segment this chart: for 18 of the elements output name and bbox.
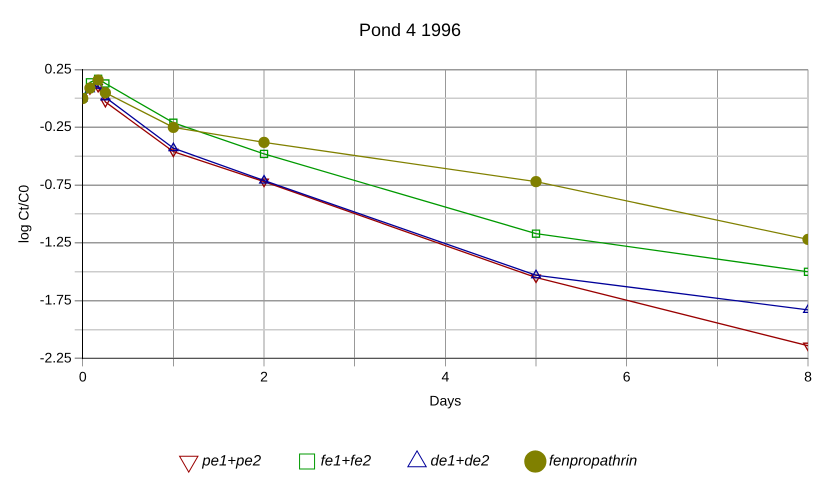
y-tick-label: -2.25 bbox=[40, 349, 72, 366]
x-tick-label: 0 bbox=[78, 368, 87, 385]
legend-label: de1+de2 bbox=[430, 452, 490, 470]
chart-title: Pond 4 1996 bbox=[358, 20, 462, 40]
y-tick-label: -1.75 bbox=[40, 292, 72, 308]
x-axis-title: Days bbox=[429, 392, 462, 408]
y-tick-label: -0.25 bbox=[40, 118, 72, 134]
x-tick-label: 4 bbox=[441, 368, 450, 385]
x-tick-label: 8 bbox=[804, 368, 812, 385]
legend-label: fenpropathrin bbox=[548, 452, 638, 470]
legend-label: fe1+fe2 bbox=[320, 452, 372, 470]
x-tick-label: 2 bbox=[260, 368, 268, 385]
y-tick-label: 0.25 bbox=[44, 60, 72, 76]
y-tick-label: -0.75 bbox=[40, 176, 72, 192]
legend-label: pe1+pe2 bbox=[201, 452, 262, 470]
x-tick-label: 6 bbox=[622, 368, 631, 385]
y-axis-title: log Ct/C0 bbox=[15, 184, 32, 244]
y-tick-label: -1.25 bbox=[40, 234, 72, 250]
